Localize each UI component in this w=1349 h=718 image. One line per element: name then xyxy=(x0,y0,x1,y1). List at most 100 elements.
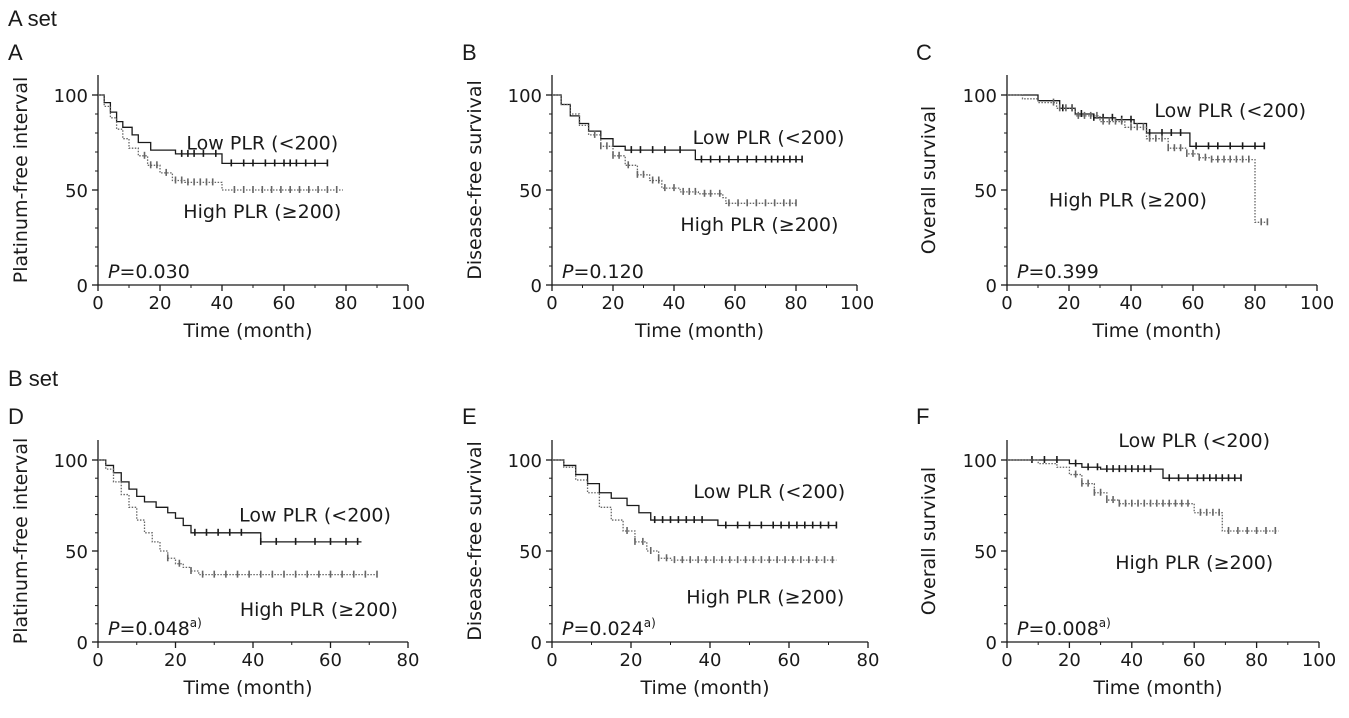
x-tick-label: 80 xyxy=(335,293,358,314)
x-axis-label: Time (month) xyxy=(182,677,312,699)
y-tick-label: 100 xyxy=(508,86,542,107)
panel-letter-e: E xyxy=(462,404,477,429)
x-tick-label: 40 xyxy=(211,293,234,314)
x-tick-label: 0 xyxy=(546,293,557,314)
p-value-label: P=0.048a) xyxy=(108,616,202,640)
x-tick-label: 60 xyxy=(778,650,801,671)
x-tick-label: 0 xyxy=(92,650,103,671)
y-axis-label: Overall survival xyxy=(918,106,940,254)
low-plr-label: Low PLR (<200) xyxy=(1154,100,1306,122)
low-plr-label: Low PLR (<200) xyxy=(693,481,845,503)
low-plr-curve xyxy=(98,94,328,165)
y-tick-label: 100 xyxy=(54,451,88,472)
y-axis-label: Disease-free survival xyxy=(464,441,486,641)
y-tick-label: 0 xyxy=(531,276,542,297)
y-axis-label: Disease-free survival xyxy=(464,80,486,280)
x-tick-label: 20 xyxy=(149,293,172,314)
x-tick-label: 0 xyxy=(92,293,103,314)
p-value-footnote: a) xyxy=(190,616,202,630)
x-axis-label: Time (month) xyxy=(1092,677,1222,699)
y-axis-label: Platinum-free interval xyxy=(10,77,32,284)
panel-letter-c: C xyxy=(916,40,932,65)
low-plr-curve xyxy=(98,459,362,543)
p-value-footnote: a) xyxy=(644,616,656,630)
y-tick-label: 50 xyxy=(974,181,997,202)
x-axis-label: Time (month) xyxy=(182,320,312,342)
x-axis-label: Time (month) xyxy=(634,320,764,342)
x-tick-label: 80 xyxy=(397,650,420,671)
p-value-number: =0.030 xyxy=(119,261,189,283)
high-plr-label: High PLR (≥200) xyxy=(680,214,838,236)
panel-letter-a: A xyxy=(8,40,23,65)
x-tick-label: 80 xyxy=(785,293,808,314)
x-tick-label: 40 xyxy=(242,650,265,671)
high-plr-label: High PLR (≥200) xyxy=(1049,190,1207,212)
panel-letter-d: D xyxy=(8,404,24,429)
panel-letter-b: B xyxy=(462,40,477,65)
y-axis-label: Platinum-free interval xyxy=(10,438,32,645)
high-plr-label: High PLR (≥200) xyxy=(686,587,844,609)
y-tick-label: 100 xyxy=(963,451,997,472)
y-axis-label: Overall survival xyxy=(918,467,940,615)
p-value-label: P=0.399 xyxy=(1017,261,1099,283)
p-value-number: =0.024 xyxy=(573,618,643,640)
chart-b: 0 50 100 0 20 40 60 80 100 Time (month) Disease-fr… xyxy=(464,75,874,342)
low-plr-label: Low PLR (<200) xyxy=(186,133,338,155)
y-tick-label: 50 xyxy=(65,542,88,563)
p-value-number: =0.120 xyxy=(573,261,643,283)
high-plr-curve xyxy=(98,94,343,191)
p-value-number: =0.008 xyxy=(1028,618,1098,640)
p-value-label: P=0.120 xyxy=(562,261,644,283)
x-tick-label: 40 xyxy=(699,650,722,671)
p-value-label: P=0.008a) xyxy=(1017,616,1111,640)
y-tick-label: 100 xyxy=(508,451,542,472)
p-value-number: =0.048 xyxy=(119,618,189,640)
x-tick-label: 20 xyxy=(164,650,187,671)
y-tick-label: 50 xyxy=(519,542,542,563)
x-tick-label: 20 xyxy=(1058,293,1081,314)
x-axis-label: Time (month) xyxy=(639,677,769,699)
x-tick-label: 80 xyxy=(857,650,880,671)
set-title-a: A set xyxy=(8,6,57,31)
y-tick-label: 50 xyxy=(974,542,997,563)
high-plr-curve xyxy=(552,459,837,561)
high-plr-label: High PLR (≥200) xyxy=(240,599,398,621)
x-tick-label: 0 xyxy=(1001,650,1012,671)
y-tick-label: 50 xyxy=(65,181,88,202)
x-tick-label: 40 xyxy=(1120,650,1143,671)
p-value-prefix: P xyxy=(1017,261,1029,283)
high-plr-label: High PLR (≥200) xyxy=(183,201,341,223)
low-plr-label: Low PLR (<200) xyxy=(1118,432,1270,452)
x-tick-label: 60 xyxy=(319,650,342,671)
x-tick-label: 80 xyxy=(1245,650,1268,671)
chart-d: 0 50 100 0 20 40 60 80 Time (month) Platinum-free… xyxy=(10,438,420,699)
x-tick-label: 40 xyxy=(663,293,686,314)
x-tick-label: 80 xyxy=(1244,293,1267,314)
panel-letter-f: F xyxy=(916,404,930,429)
chart-a: 0 50 100 0 20 40 60 80 100 Time (month) Platinum-f… xyxy=(10,75,425,342)
x-tick-label: 100 xyxy=(391,293,425,314)
p-value-prefix: P xyxy=(562,618,574,640)
y-tick-label: 0 xyxy=(986,633,997,654)
set-title-b: B set xyxy=(8,366,59,391)
high-plr-curve xyxy=(552,94,796,204)
x-tick-label: 60 xyxy=(1183,650,1206,671)
chart-f: 0 50 100 0 20 40 60 80 100 Time (month) Overall su… xyxy=(918,432,1336,699)
high-plr-curve xyxy=(1007,94,1268,223)
x-tick-label: 20 xyxy=(620,650,643,671)
p-value-prefix: P xyxy=(1017,618,1029,640)
x-tick-label: 40 xyxy=(1120,293,1143,314)
y-tick-label: 100 xyxy=(54,86,88,107)
high-plr-curve xyxy=(1007,459,1279,532)
p-value-prefix: P xyxy=(562,261,574,283)
p-value-prefix: P xyxy=(108,261,120,283)
low-plr-curve xyxy=(1007,459,1241,479)
x-tick-label: 20 xyxy=(602,293,625,314)
p-value-label: P=0.024a) xyxy=(562,616,656,640)
x-tick-label: 0 xyxy=(1001,293,1012,314)
chart-c: 0 50 100 0 20 40 60 80 100 Time (month) Overall su… xyxy=(918,75,1334,342)
low-plr-curve xyxy=(552,459,837,527)
y-tick-label: 0 xyxy=(77,276,88,297)
x-tick-label: 60 xyxy=(724,293,747,314)
x-tick-label: 100 xyxy=(840,293,874,314)
